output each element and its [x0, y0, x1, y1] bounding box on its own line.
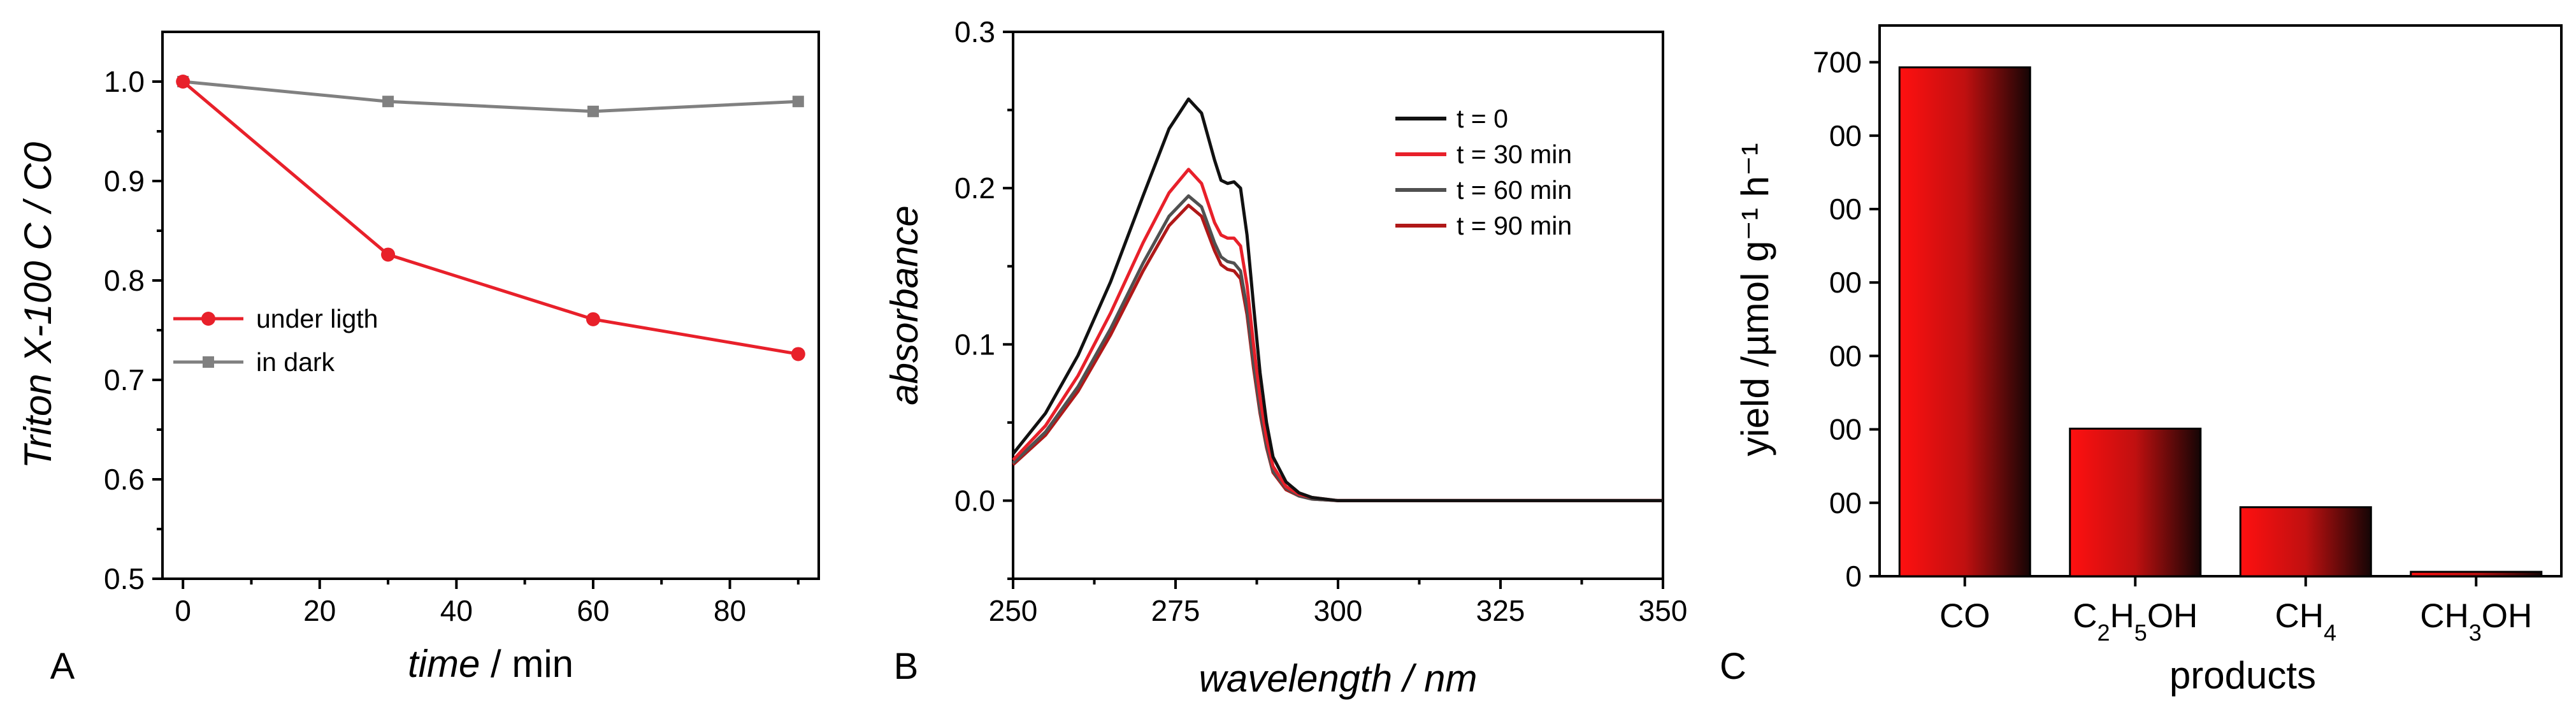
- data-point: [382, 96, 394, 108]
- panel-c-y-axis-label: yield /µmol g⁻¹ h⁻¹: [1734, 143, 1776, 456]
- panel-b-y-axis-label: absorbance: [883, 205, 926, 405]
- y-tick-label: 1.0: [104, 65, 145, 98]
- y-tick-label: 0.6: [104, 463, 145, 496]
- x-tick-label: 300: [1314, 594, 1363, 627]
- legend-label: t = 30 min: [1457, 140, 1572, 169]
- data-point: [176, 75, 191, 89]
- legend-marker: [203, 356, 214, 368]
- series-line-in-dark: [182, 80, 798, 113]
- bar-CH4: [2239, 506, 2372, 577]
- panel-c-plot-frame: [1878, 24, 2563, 577]
- y-tick-label: 700: [1813, 46, 1862, 79]
- panel-a-label: A: [50, 646, 75, 687]
- panel-b-plot-frame: [1012, 31, 1664, 580]
- x-tick-label: 275: [1151, 594, 1200, 627]
- legend-marker: [201, 312, 215, 326]
- legend-label: t = 60 min: [1457, 175, 1572, 205]
- panel-b-x-axis-label: wavelength / nm: [1199, 657, 1478, 700]
- y-tick-label: 00: [1829, 119, 1862, 152]
- x-tick-label: 325: [1476, 594, 1525, 627]
- y-tick-label: 0.9: [104, 164, 145, 198]
- panel-c-label: C: [1720, 646, 1746, 687]
- x-tick-label: 250: [989, 594, 1038, 627]
- spectrum-line-t-90-min: [1012, 203, 1663, 502]
- x-tick-label: 60: [577, 594, 609, 627]
- y-tick-label: 0.3: [954, 15, 995, 48]
- y-tick-label: 00: [1829, 486, 1862, 519]
- legend-label: in dark: [256, 347, 335, 377]
- data-point: [792, 96, 804, 108]
- x-tick-label: 350: [1639, 594, 1688, 627]
- x-tick-label: 0: [175, 594, 191, 627]
- x-tick-label: 80: [714, 594, 746, 627]
- y-tick-label: 0.2: [954, 171, 995, 205]
- series-line-under-ligth: [182, 80, 799, 356]
- panel-a-chart: 0 20 40 60 80 0.5 0.6 0.7 0.8 0.9 1.0 under ligth i…: [17, 31, 820, 687]
- y-tick-label: 00: [1829, 266, 1862, 299]
- category-label: CO: [1939, 597, 1990, 635]
- data-point: [381, 247, 396, 262]
- x-tick-label: 40: [440, 594, 473, 627]
- y-tick-label: 0: [1845, 560, 1862, 593]
- bar-CH3OH: [2410, 570, 2543, 577]
- y-tick-label: 00: [1829, 192, 1862, 226]
- y-tick-label: 00: [1829, 339, 1862, 372]
- spectrum-line-t-0: [1012, 97, 1663, 502]
- panel-a-x-axis-label: time / min: [408, 643, 573, 685]
- data-point: [587, 105, 599, 117]
- category-label: CH3OH: [2420, 597, 2532, 646]
- y-tick-label: 0.1: [954, 328, 995, 361]
- panel-c-x-axis-label: products: [2169, 654, 2316, 697]
- y-tick-label: 00: [1829, 413, 1862, 446]
- spectrum-line-t-60-min: [1012, 194, 1663, 502]
- panel-a-plot-frame: [161, 31, 820, 580]
- y-tick-label: 0.5: [104, 562, 145, 595]
- bar-CO: [1898, 66, 2031, 577]
- panel-a-y-axis-label: Triton X-100 C / C0: [17, 142, 59, 468]
- legend-label: under ligth: [256, 304, 378, 333]
- y-tick-label: 0.8: [104, 264, 145, 297]
- legend-label: t = 0: [1457, 104, 1508, 133]
- category-label: CH4: [2275, 597, 2336, 646]
- category-label: C2H5OH: [2073, 597, 2198, 646]
- data-point: [791, 347, 805, 361]
- panel-b-chart: 250 275 300 325 350 0.0 0.1 0.2 0.3 t = 0 t = 30 …: [883, 15, 1687, 700]
- panel-b-label: B: [894, 646, 919, 687]
- bar-C2H5OH: [2069, 427, 2202, 577]
- y-tick-label: 0.0: [954, 484, 995, 517]
- y-tick-label: 0.7: [104, 363, 145, 396]
- legend-label: t = 90 min: [1457, 211, 1572, 240]
- x-tick-label: 20: [303, 594, 336, 627]
- data-point: [586, 312, 600, 326]
